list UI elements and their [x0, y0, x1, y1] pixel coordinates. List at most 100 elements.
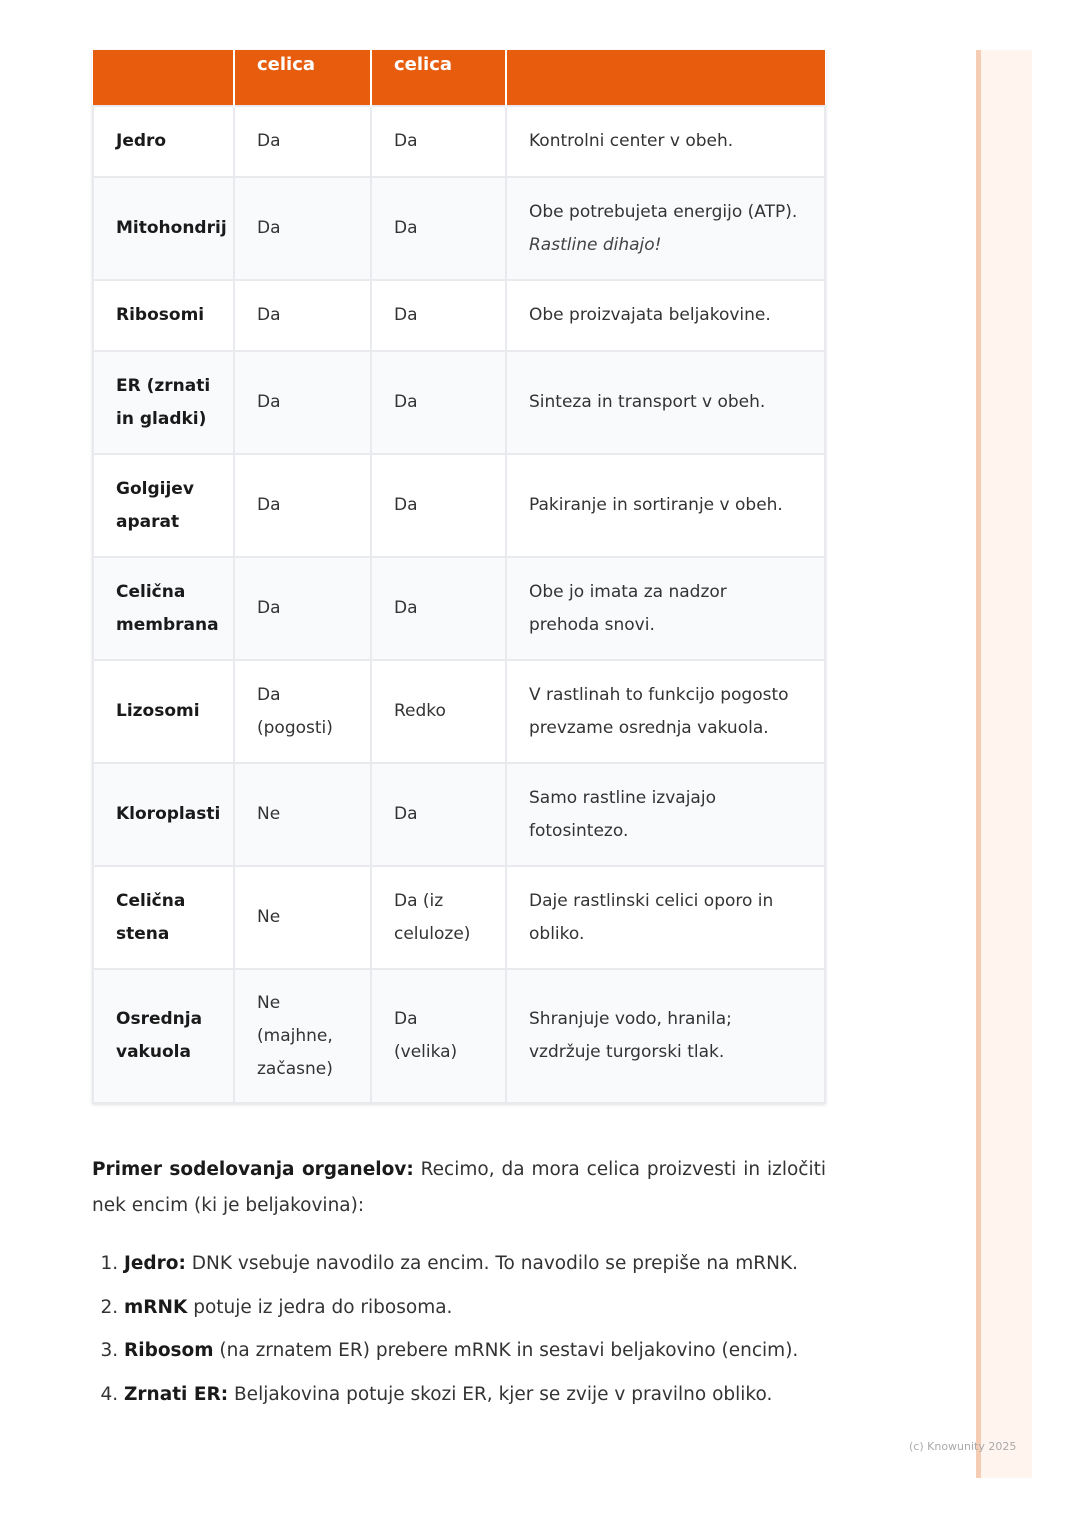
table-row: Mitohondrij Da Da Obe potrebujeta energijo …: [92, 176, 826, 281]
copyright: (c) Knowunity 2025: [909, 1440, 1017, 1453]
animal-cell: Da (pogosti): [233, 659, 372, 764]
organelle-cell: Jedro: [92, 105, 235, 178]
step-text: Beljakovina potuje skozi ER, kjer se zvi…: [228, 1383, 773, 1405]
note-cell: Shranjuje vodo, hranila; vzdržuje turgor…: [505, 968, 826, 1104]
table-row: Ribosomi Da Da Obe proizvajata beljakovine.: [92, 279, 826, 352]
table-row: Golgijev aparat Da Da Pakiranje in sortiran…: [92, 453, 826, 558]
plant-text: Da: [394, 598, 418, 618]
step-text: (na zrnatem ER) prebere mRNK in sestavi …: [213, 1340, 799, 1361]
side-stripe-line: [976, 50, 981, 1478]
note-cell: Samo rastline izvajajo fotosintezo.: [505, 762, 826, 867]
table-row: Lizosomi Da (pogosti) Redko V rastlinah to …: [92, 659, 826, 764]
animal-cell: Ne: [233, 865, 372, 970]
animal-text: Ne: [257, 907, 281, 927]
note-cell: Pakiranje in sortiranje v obeh.: [505, 453, 826, 558]
note-text: Samo rastline izvajajo fotosintezo.: [529, 787, 716, 841]
note-text: Pakiranje in sortiranje v obeh.: [529, 495, 783, 515]
table-row: ER (zrnati in gladki) Da Da Sinteza in tran…: [92, 350, 826, 455]
list-item: Ribosom (na zrnatem ER) prebere mRNK in …: [124, 1329, 884, 1373]
animal-cell: Da: [233, 176, 372, 281]
organelle-cell: Mitohondrij: [92, 176, 235, 281]
side-stripe: [976, 50, 1032, 1478]
list-item: Zrnati ER: Beljakovina potuje skozi ER, …: [124, 1373, 884, 1417]
step-bold: mRNK: [124, 1296, 188, 1318]
animal-cell: Da: [233, 556, 372, 661]
plant-cell: Da: [370, 350, 507, 455]
organelle-text: Celična stena: [116, 890, 186, 944]
animal-text: Da: [257, 495, 281, 515]
step-bold: Zrnati ER:: [124, 1383, 229, 1405]
plant-text: Da: [394, 131, 418, 151]
plant-cell: Da: [370, 176, 507, 281]
organelle-text: ER (zrnati in gladki): [116, 375, 211, 429]
note-cell: Daje rastlinski celici oporo in obliko.: [505, 865, 826, 970]
plant-text: Da (velika): [394, 1009, 458, 1062]
plant-cell: Da: [370, 105, 507, 178]
organelle-cell: Osrednja vakuola: [92, 968, 235, 1104]
note-text: Daje rastlinski celici oporo in obliko.: [529, 890, 774, 944]
animal-cell: Da: [233, 350, 372, 455]
paragraph-bold: Primer sodelovanja organelov:: [92, 1159, 414, 1180]
step-text: potuje iz jedra do ribosoma.: [187, 1296, 453, 1318]
note-cell: Obe jo imata za nadzor prehoda snovi.: [505, 556, 826, 661]
plant-text: Da: [394, 218, 418, 238]
animal-text: Da: [257, 305, 281, 325]
organelle-text: Kloroplasti: [116, 804, 221, 824]
animal-cell: Da: [233, 105, 372, 178]
organelle-text: Jedro: [116, 131, 167, 151]
header-cell: [93, 50, 234, 106]
step-bold: Ribosom: [124, 1340, 214, 1361]
organelle-cell: Lizosomi: [92, 659, 235, 764]
organelle-cell: ER (zrnati in gladki): [92, 350, 235, 455]
organelle-cell: Ribosomi: [92, 279, 235, 352]
animal-cell: Da: [233, 453, 372, 558]
table-row: Kloroplasti Ne Da Samo rastline izvajajo fo…: [92, 762, 826, 867]
plant-cell: Da: [370, 453, 507, 558]
plant-text: Da: [394, 392, 418, 412]
organelle-cell: Celična membrana: [92, 556, 235, 661]
animal-text: Ne: [257, 804, 281, 824]
plant-cell: Da (velika): [370, 968, 507, 1104]
table-row: Osrednja vakuola Ne (majhne, začasne) Da (…: [92, 968, 826, 1104]
paragraph: Primer sodelovanja organelov: Recimo, da…: [92, 1152, 826, 1224]
list-item: mRNK potuje iz jedra do ribosoma.: [124, 1286, 884, 1330]
plant-text: Da (iz celuloze): [394, 890, 471, 944]
note-italic: Rastline dihajo!: [529, 234, 662, 255]
note-cell: Obe potrebujeta energijo (ATP). Rastline …: [505, 176, 826, 281]
organelle-text: Golgijev aparat: [116, 478, 194, 532]
animal-text: Da: [257, 598, 281, 618]
animal-cell: Da: [233, 279, 372, 352]
paragraph-text: Recimo, da mora celica proizvesti in izl…: [92, 1159, 826, 1216]
animal-text: Ne (majhne, začasne): [257, 992, 333, 1079]
organelle-text: Celična membrana: [116, 581, 219, 635]
plant-text: Da: [394, 804, 418, 824]
organelle-cell: Celična stena: [92, 865, 235, 970]
note-text: Shranjuje vodo, hranila; vzdržuje turgor…: [529, 1009, 732, 1062]
note-cell: Obe proizvajata beljakovine.: [505, 279, 826, 352]
note-cell: V rastlinah to funkcijo pogosto prevzame…: [505, 659, 826, 764]
plant-cell: Da: [370, 762, 507, 867]
note-text: Obe potrebujeta energijo (ATP).: [529, 201, 798, 222]
header-cell: celica: [370, 50, 506, 106]
note-text: Kontrolni center v obeh.: [529, 131, 734, 151]
step-text: DNK vsebuje navodilo za encim. To navodi…: [185, 1253, 798, 1274]
table-header-row: celica celica: [93, 50, 825, 106]
plant-cell: Redko: [370, 659, 507, 764]
table-row: Celična stena Ne Da (iz celuloze) Daje rast…: [92, 865, 826, 970]
organelle-cell: Kloroplasti: [92, 762, 235, 867]
step-bold: Jedro:: [124, 1253, 186, 1274]
plant-text: Da: [394, 495, 418, 515]
plant-text: Redko: [394, 701, 446, 721]
note-text: Obe proizvajata beljakovine.: [529, 305, 771, 325]
header-cell: celica: [233, 50, 371, 106]
plant-cell: Da: [370, 279, 507, 352]
animal-text: Da: [257, 131, 281, 151]
note-text: V rastlinah to funkcijo pogosto prevzame…: [529, 684, 789, 738]
table-row: Jedro Da Da Kontrolni center v obeh.: [92, 105, 826, 178]
plant-cell: Da (iz celuloze): [370, 865, 507, 970]
plant-cell: Da: [370, 556, 507, 661]
animal-cell: Ne: [233, 762, 372, 867]
header-cell: [505, 50, 825, 106]
note-text: Sinteza in transport v obeh.: [529, 392, 766, 412]
